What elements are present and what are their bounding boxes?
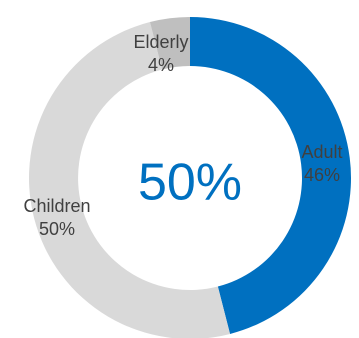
slice-value-text: 46% [304,165,340,185]
donut-slices [29,17,351,338]
slice-category-text: Elderly [133,32,188,52]
slice-labels: Adult 46% Children 50% Elderly 4% [23,32,342,239]
slice-children [29,22,231,338]
slice-category-text: Children [23,196,90,216]
slice-value-text: 4% [148,55,174,75]
slice-label-adult: Adult 46% [301,142,342,185]
slice-value-text: 50% [39,219,75,239]
slice-elderly [149,17,190,70]
slice-adult [190,17,351,334]
slice-label-children: Children 50% [23,196,90,239]
slice-category-text: Adult [301,142,342,162]
center-value-label: 50% [138,154,242,212]
slice-label-elderly: Elderly 4% [133,32,188,75]
